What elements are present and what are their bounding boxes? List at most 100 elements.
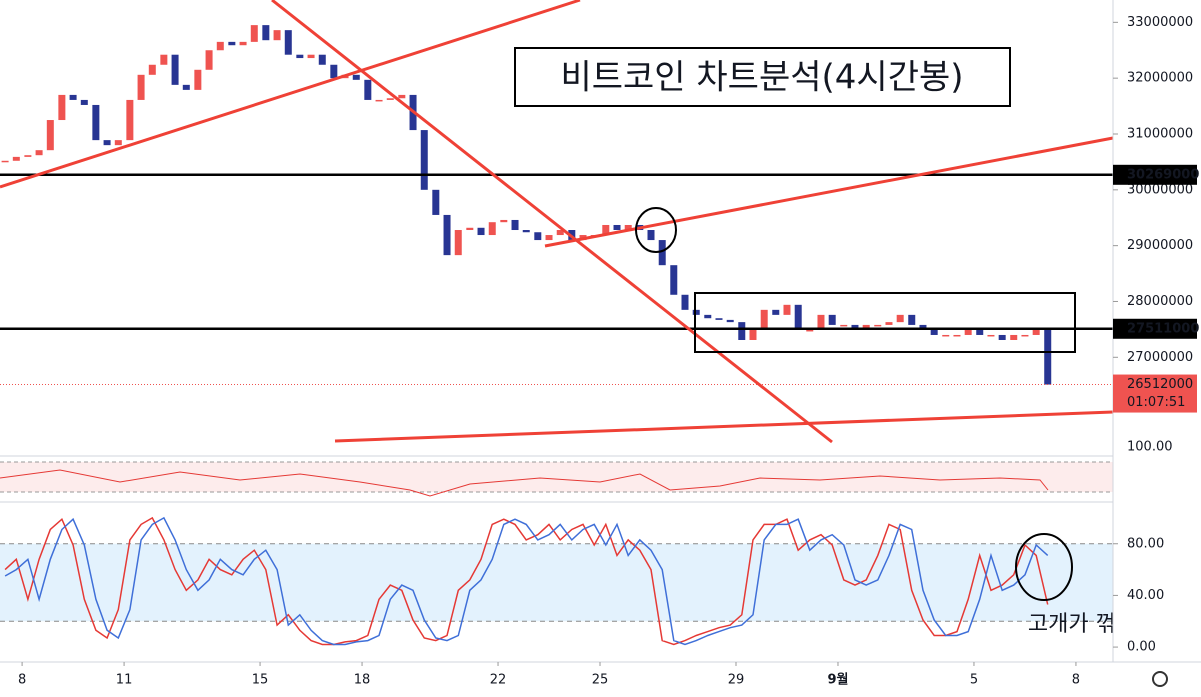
candle [987, 334, 995, 337]
candle [647, 230, 655, 241]
candle [908, 314, 916, 325]
candle [1021, 334, 1029, 337]
candle [488, 222, 496, 236]
level-label: 30269000 [1127, 167, 1199, 182]
title-box [514, 47, 1011, 107]
candle [477, 227, 485, 236]
candle [80, 99, 88, 105]
candle [500, 219, 508, 223]
x-tick-label: 5 [970, 673, 978, 688]
trend-line [544, 136, 1114, 248]
y-tick-label: 29000000 [1127, 238, 1193, 253]
candle [942, 334, 950, 337]
candle [228, 41, 236, 46]
panes [0, 455, 1113, 622]
x-tick-label: 22 [490, 673, 507, 688]
level-tag [1113, 318, 1197, 339]
candle [772, 309, 780, 315]
level-tag [1113, 164, 1197, 185]
candle [364, 79, 372, 100]
candle [92, 104, 100, 141]
last-price-label: 26512000 [1127, 377, 1193, 392]
candle [670, 265, 678, 295]
candle [1044, 329, 1052, 385]
rsi-line [0, 469, 1049, 497]
candle [262, 25, 270, 41]
candle [454, 230, 462, 256]
rsi-tick-label: 100.00 [1127, 440, 1173, 455]
candle [783, 304, 791, 315]
highlight-circle [635, 207, 677, 253]
candle [137, 74, 145, 100]
candle [375, 99, 383, 102]
candle [239, 41, 247, 46]
candle [919, 324, 927, 328]
candle [806, 329, 814, 332]
candle [386, 98, 394, 100]
candle [307, 54, 315, 59]
candle [1010, 334, 1018, 340]
candle [658, 240, 666, 266]
chart-title: 비트코인 차트분석(4시간봉) [560, 58, 963, 98]
drawings: 비트코인 차트분석(4시간봉) 고개가 꺾임 [0, 0, 1136, 637]
candle [715, 318, 723, 320]
candle [46, 120, 54, 151]
y-tick-label: 80.00 [1127, 536, 1164, 551]
stoch-band [0, 543, 1113, 622]
candle [692, 309, 700, 315]
candle [828, 314, 836, 325]
y-tick-label: 31000000 [1127, 126, 1193, 141]
x-tick-label: 8 [18, 673, 26, 688]
candle [817, 314, 825, 330]
candle [35, 150, 43, 156]
candle [24, 155, 32, 157]
candle [613, 224, 621, 231]
trend-line [0, 0, 581, 189]
candle [330, 64, 338, 79]
settings-icon[interactable] [1152, 671, 1168, 687]
candle [296, 54, 304, 59]
level-label: 27511000 [1127, 321, 1199, 336]
last-price-tag [1113, 374, 1197, 413]
candle [953, 334, 961, 337]
candle [511, 219, 519, 231]
candle [681, 294, 689, 310]
candle [624, 224, 632, 231]
candle [114, 140, 122, 146]
candle [148, 64, 156, 75]
candle [318, 54, 326, 65]
y-tick-label: 0.00 [1127, 640, 1156, 655]
candle [738, 322, 746, 340]
candle [874, 324, 882, 327]
candle [998, 334, 1006, 340]
range-box [694, 292, 1076, 353]
price-axis-bg [1113, 0, 1201, 697]
candle [466, 227, 474, 231]
y-tick-label: 28000000 [1127, 294, 1193, 309]
y-tick-label: 33000000 [1127, 15, 1193, 30]
candle [12, 156, 20, 161]
candle [556, 230, 564, 236]
x-tick-label: 11 [116, 673, 133, 688]
stoch-line [4, 516, 1049, 646]
candle [182, 84, 190, 90]
candle [896, 314, 904, 323]
candle [794, 304, 802, 330]
candle [749, 329, 757, 340]
y-tick-label: 40.00 [1127, 588, 1164, 603]
candle [432, 189, 440, 215]
x-tick-label: 15 [252, 673, 269, 688]
candle [964, 329, 972, 335]
trend-line [334, 410, 1114, 443]
candle [160, 54, 168, 65]
candle [58, 94, 66, 121]
candle [545, 235, 553, 241]
candle [250, 25, 258, 42]
candle [69, 94, 77, 100]
candle [216, 41, 224, 51]
y-tick-label: 32000000 [1127, 71, 1193, 86]
candle [862, 324, 870, 328]
candle [205, 50, 213, 70]
